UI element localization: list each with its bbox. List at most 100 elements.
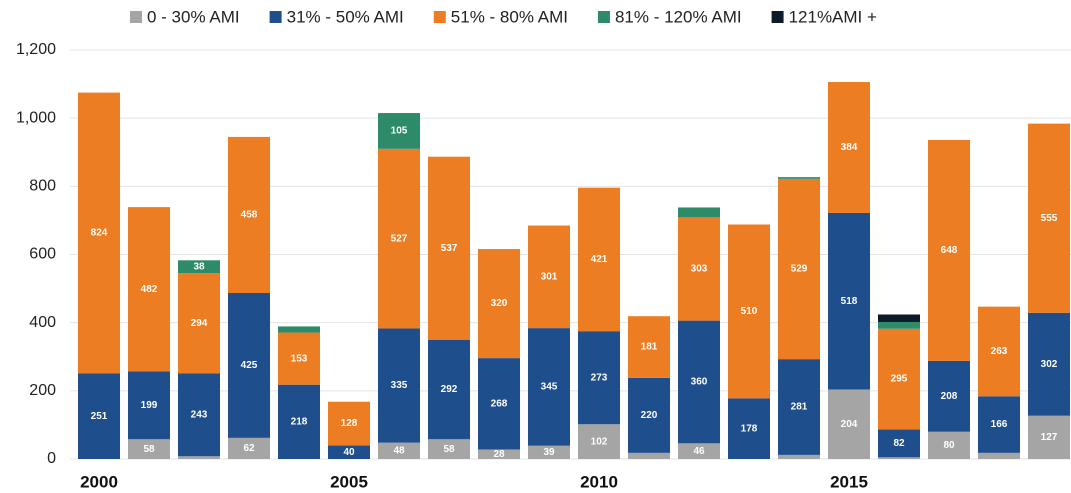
- data-label: 263: [991, 346, 1008, 357]
- data-label: 58: [143, 444, 155, 455]
- data-label: 425: [241, 360, 258, 371]
- data-label: 204: [841, 419, 858, 430]
- data-label: 243: [191, 410, 208, 421]
- bar-segment: [878, 328, 920, 430]
- bar-segment: [278, 332, 320, 385]
- bar-segment: [378, 328, 420, 443]
- y-tick-label: 800: [29, 178, 56, 195]
- bar-segment: [1028, 312, 1070, 416]
- data-label: 458: [241, 210, 258, 221]
- data-label: 178: [741, 423, 758, 434]
- data-label: 555: [1041, 213, 1058, 224]
- data-label: 320: [491, 298, 508, 309]
- bar-segment: [528, 225, 570, 329]
- bar-segment: [228, 293, 270, 438]
- bar-segment: [578, 424, 620, 459]
- data-label: 80: [943, 440, 955, 451]
- data-label: 58: [443, 444, 455, 455]
- bar-segment: [928, 360, 970, 432]
- bar-segment: [78, 373, 120, 459]
- bar-segment: [628, 452, 670, 459]
- data-label: 529: [791, 264, 808, 275]
- bar-segment: [378, 148, 420, 329]
- bar-segment: [778, 454, 820, 459]
- bar-segment: [778, 178, 820, 360]
- bar-segment: [678, 443, 720, 459]
- bar-segment: [678, 320, 720, 444]
- bar-segment: [1028, 415, 1070, 459]
- bar-segment: [528, 328, 570, 446]
- data-label: 273: [591, 372, 608, 383]
- bar-segment: [378, 442, 420, 459]
- bar-segment: [878, 314, 920, 322]
- data-label: 518: [841, 296, 858, 307]
- data-label: 294: [191, 318, 208, 329]
- y-tick-label: 0: [47, 450, 56, 467]
- bar-segment: [628, 377, 670, 453]
- bar-segment: [128, 439, 170, 459]
- bar-segment: [828, 212, 870, 390]
- legend-label: 0 - 30% AMI: [147, 7, 240, 26]
- bar-segment: [728, 398, 770, 459]
- bar-segment: [278, 326, 320, 333]
- bar-segment: [428, 439, 470, 459]
- bar-segment: [528, 445, 570, 459]
- bar-segment: [978, 396, 1020, 453]
- data-label: 301: [541, 271, 558, 282]
- x-tick-label: 2000: [80, 472, 118, 491]
- data-label: 62: [243, 443, 255, 454]
- data-label: 303: [691, 264, 708, 275]
- data-label: 292: [441, 384, 458, 395]
- y-tick-label: 1,000: [16, 109, 56, 126]
- legend-swatch: [771, 11, 784, 23]
- data-label: 295: [891, 374, 908, 385]
- legend-swatch: [269, 11, 282, 23]
- data-label: 648: [941, 245, 958, 256]
- data-label: 421: [591, 254, 608, 265]
- x-tick-label: 2010: [580, 472, 618, 491]
- bar-segment: [328, 401, 370, 446]
- bar-segment: [328, 445, 370, 459]
- data-label: 153: [291, 353, 308, 364]
- data-label: 335: [391, 380, 408, 391]
- bar-segment: [878, 429, 920, 458]
- data-label: 128: [341, 418, 358, 429]
- bar-segment: [928, 431, 970, 459]
- bar-segment: [978, 306, 1020, 397]
- bar-segment: [128, 371, 170, 440]
- bar-segment: [1028, 123, 1070, 313]
- bar-segment: [778, 359, 820, 455]
- data-label: 46: [693, 446, 705, 457]
- bar-segment: [178, 273, 220, 374]
- bar-segment: [478, 449, 520, 459]
- bar-segment: [878, 457, 920, 459]
- data-label: 38: [193, 261, 205, 272]
- legend-swatch: [433, 11, 446, 23]
- legend-label: 31% - 50% AMI: [287, 7, 404, 26]
- data-label: 268: [491, 398, 508, 409]
- bar-segment: [478, 249, 520, 359]
- y-tick-label: 600: [29, 246, 56, 263]
- bar-segment: [778, 177, 820, 179]
- bar-segment: [178, 373, 220, 457]
- bar-segment: [578, 187, 620, 332]
- bar-segment: [128, 207, 170, 372]
- bar-segment: [578, 331, 620, 425]
- bar-segment: [678, 207, 720, 218]
- data-label: 105: [391, 126, 408, 137]
- data-label: 102: [591, 436, 608, 447]
- legend-label: 121%AMI +: [789, 7, 877, 26]
- y-tick-label: 400: [29, 314, 56, 331]
- data-label: 218: [291, 416, 308, 427]
- legend-swatch: [597, 11, 610, 23]
- bar-segment: [228, 437, 270, 459]
- bar-segment: [178, 260, 220, 274]
- bar-segment: [278, 384, 320, 459]
- x-tick-label: 2005: [330, 472, 368, 491]
- data-label: 82: [893, 438, 905, 449]
- y-tick-label: 200: [29, 382, 56, 399]
- data-label: 360: [691, 377, 708, 388]
- bar-segment: [428, 339, 470, 440]
- data-label: 251: [91, 411, 108, 422]
